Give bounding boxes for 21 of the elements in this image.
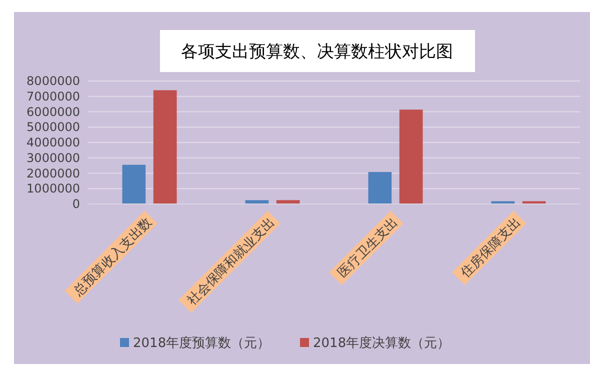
bar: [122, 164, 146, 204]
legend-label: 2018年度预算数（元）: [133, 335, 270, 351]
x-tick-label: 社会保障和就业支出: [184, 215, 278, 308]
bar: [399, 110, 423, 204]
y-tick-label: 1000000: [26, 182, 80, 196]
y-tick-label: 2000000: [26, 166, 80, 180]
y-tick-label: 0: [72, 197, 80, 211]
y-tick-label: 3000000: [26, 150, 80, 165]
y-tick-label: 8000000: [26, 74, 80, 88]
y-tick-label: 4000000: [26, 136, 80, 150]
y-tick-label: 7000000: [26, 89, 80, 104]
y-tick-label: 5000000: [26, 120, 80, 134]
legend-label: 2018年度决算数（元）: [313, 335, 450, 351]
bar: [245, 200, 269, 204]
bar: [153, 90, 177, 204]
x-tick-label: 医疗卫生支出: [335, 215, 402, 281]
chart-title: 各项支出预算数、决算数柱状对比图: [181, 42, 453, 62]
bar: [276, 200, 300, 204]
y-tick-label: 6000000: [26, 104, 80, 119]
x-tick-label: 总预算收入支出数: [70, 215, 156, 300]
bar: [368, 172, 392, 204]
